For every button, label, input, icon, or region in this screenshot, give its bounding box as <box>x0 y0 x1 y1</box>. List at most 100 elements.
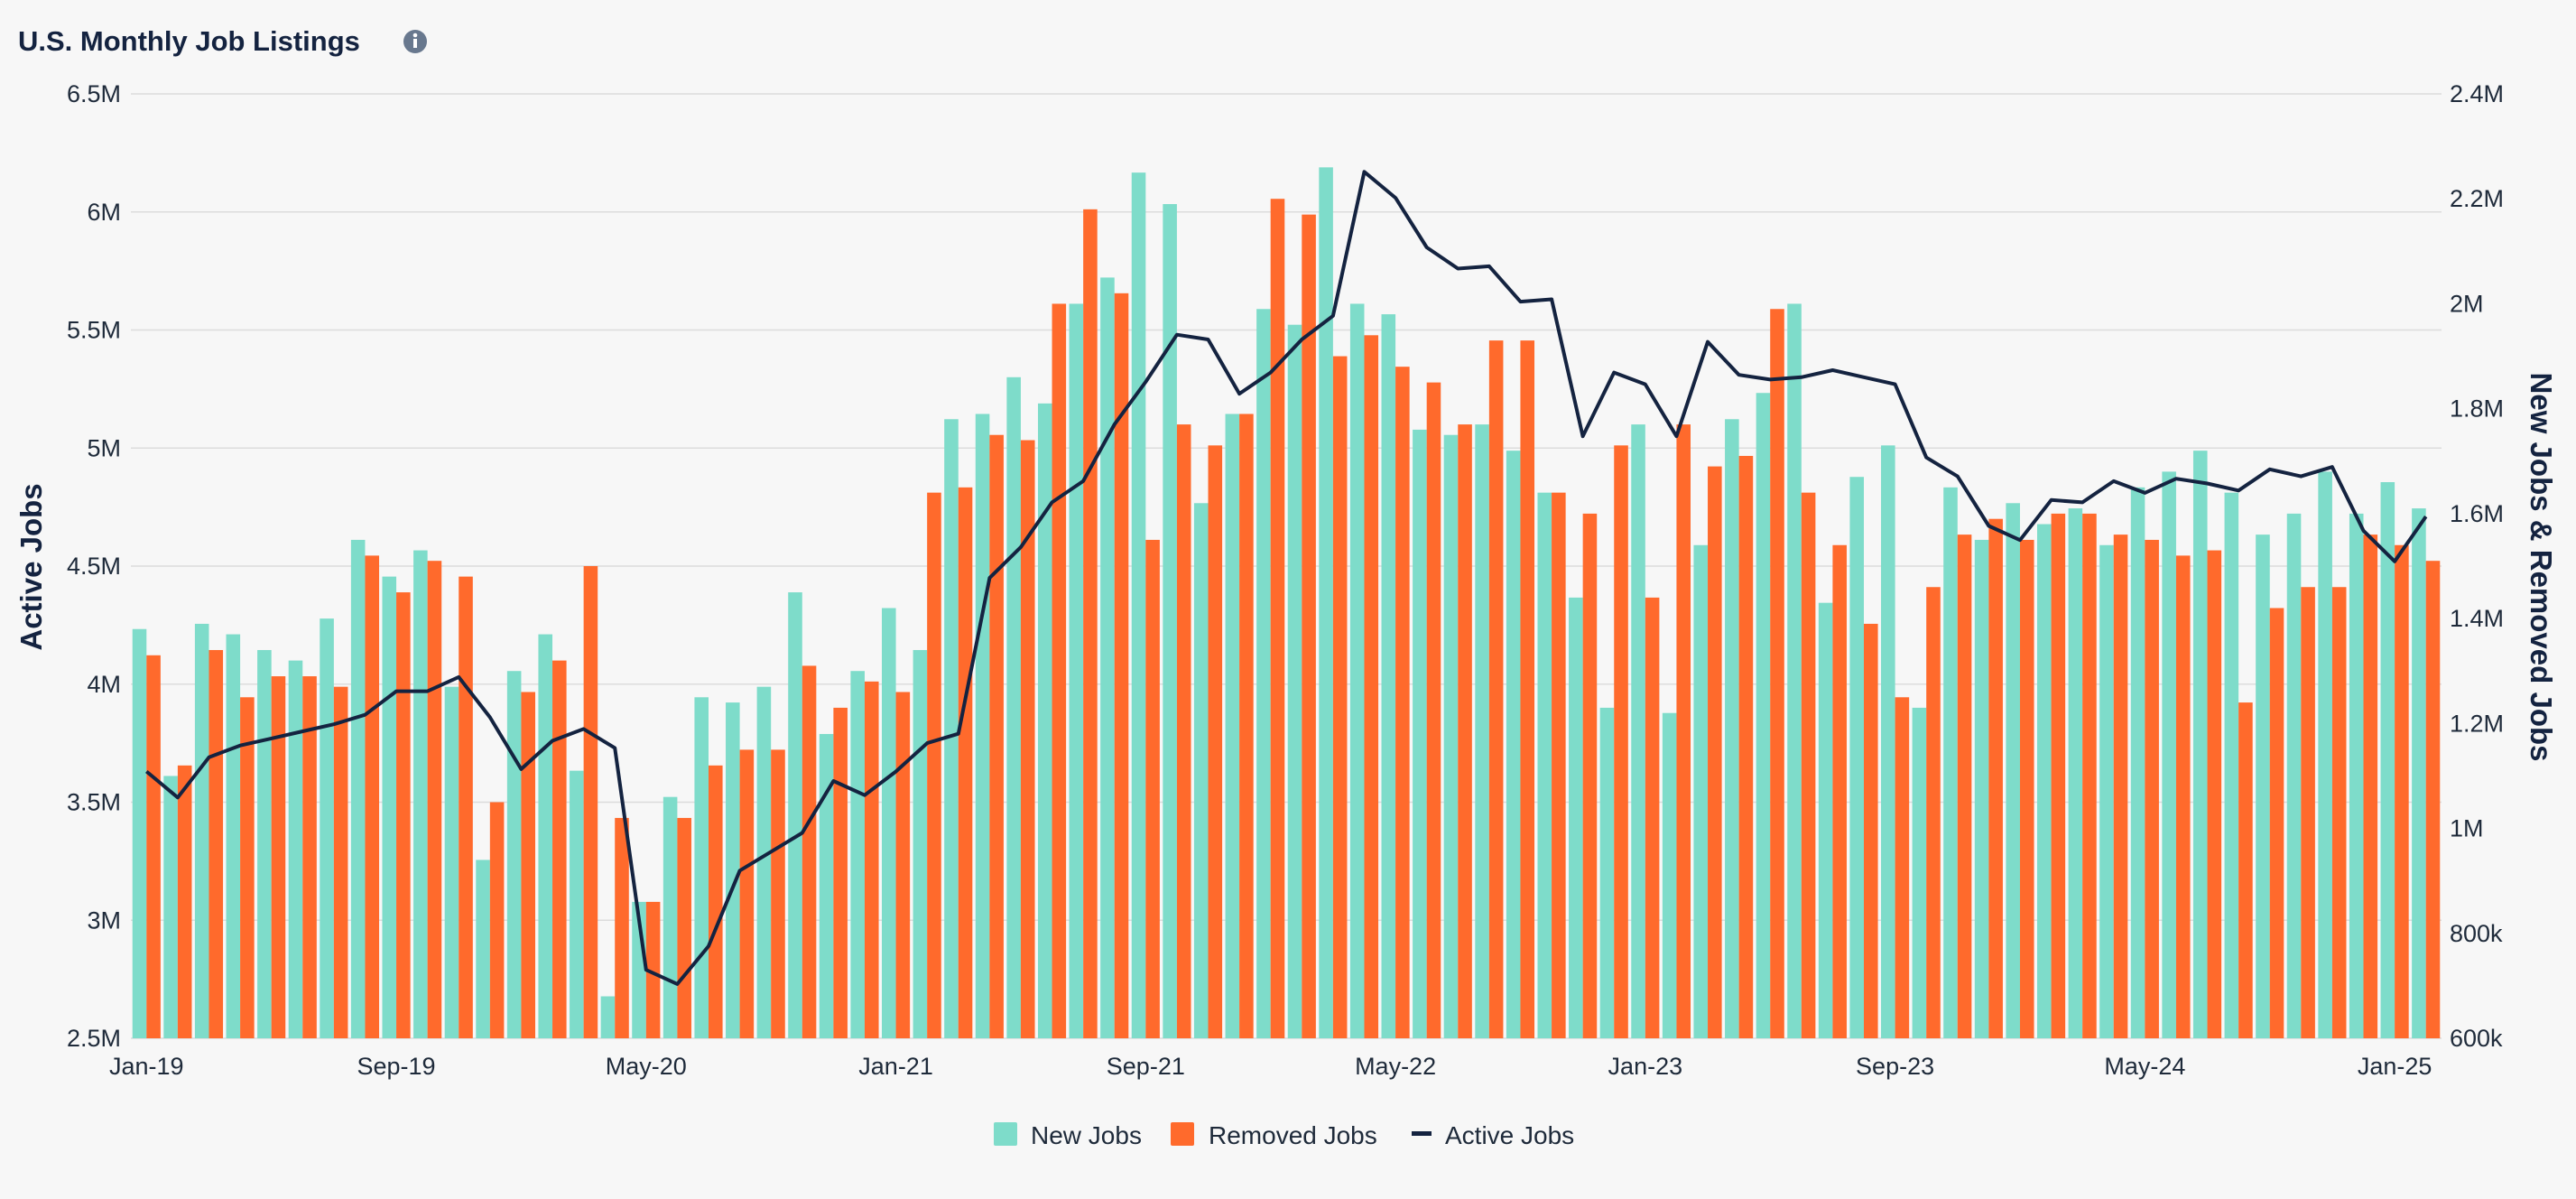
new-jobs-bar[interactable] <box>1849 477 1864 1038</box>
removed-jobs-bar[interactable] <box>1614 445 1628 1038</box>
removed-jobs-bar[interactable] <box>2207 550 2222 1038</box>
removed-jobs-bar[interactable] <box>833 707 848 1038</box>
new-jobs-bar[interactable] <box>913 649 928 1038</box>
removed-jobs-bar[interactable] <box>1458 424 1472 1039</box>
new-jobs-bar[interactable] <box>944 419 959 1038</box>
new-jobs-bar[interactable] <box>1506 451 1521 1039</box>
new-jobs-bar[interactable] <box>2162 471 2176 1038</box>
removed-jobs-bar[interactable] <box>1114 293 1129 1038</box>
removed-jobs-bar[interactable] <box>709 765 723 1038</box>
removed-jobs-bar[interactable] <box>771 749 785 1038</box>
removed-jobs-bar[interactable] <box>1895 697 1910 1038</box>
new-jobs-bar[interactable] <box>2318 471 2332 1038</box>
removed-jobs-bar[interactable] <box>1488 340 1504 1039</box>
new-jobs-bar[interactable] <box>1662 712 1677 1038</box>
new-jobs-bar[interactable] <box>1787 303 1802 1038</box>
removed-jobs-bar[interactable] <box>2145 539 2159 1038</box>
removed-jobs-bar[interactable] <box>2301 587 2315 1038</box>
removed-jobs-bar[interactable] <box>1052 303 1067 1038</box>
new-jobs-bar[interactable] <box>1381 314 1396 1039</box>
removed-jobs-bar[interactable] <box>2051 513 2066 1038</box>
new-jobs-bar[interactable] <box>1037 403 1052 1038</box>
removed-jobs-bar[interactable] <box>177 765 192 1038</box>
new-jobs-bar[interactable] <box>2099 544 2114 1038</box>
removed-jobs-bar[interactable] <box>615 817 629 1038</box>
removed-jobs-bar[interactable] <box>802 665 817 1038</box>
removed-jobs-bar[interactable] <box>2175 555 2191 1038</box>
new-jobs-bar[interactable] <box>257 649 272 1038</box>
new-jobs-bar[interactable] <box>788 592 802 1038</box>
new-jobs-bar[interactable] <box>163 776 178 1038</box>
removed-jobs-bar[interactable] <box>1332 356 1348 1038</box>
removed-jobs-bar[interactable] <box>1957 534 1972 1038</box>
new-jobs-bar[interactable] <box>1100 277 1115 1038</box>
removed-jobs-bar[interactable] <box>1582 513 1598 1038</box>
removed-jobs-bar[interactable] <box>1552 492 1566 1038</box>
new-jobs-bar[interactable] <box>1413 429 1427 1038</box>
new-jobs-bar[interactable] <box>1131 172 1146 1038</box>
new-jobs-bar[interactable] <box>1569 597 1583 1038</box>
legend-item-new-jobs[interactable]: New Jobs <box>994 1121 1142 1149</box>
new-jobs-bar[interactable] <box>1693 544 1709 1038</box>
removed-jobs-bar[interactable] <box>1426 382 1441 1039</box>
new-jobs-bar[interactable] <box>1319 167 1333 1038</box>
new-jobs-bar[interactable] <box>726 702 740 1038</box>
new-jobs-bar[interactable] <box>1475 424 1489 1039</box>
new-jobs-bar[interactable] <box>2224 492 2239 1038</box>
new-jobs-bar[interactable] <box>882 608 896 1038</box>
removed-jobs-bar[interactable] <box>489 802 505 1039</box>
new-jobs-bar[interactable] <box>538 634 553 1038</box>
new-jobs-bar[interactable] <box>850 671 865 1038</box>
new-jobs-bar[interactable] <box>413 550 428 1038</box>
removed-jobs-bar[interactable] <box>2019 539 2034 1038</box>
info-icon[interactable] <box>403 30 427 53</box>
removed-jobs-bar[interactable] <box>1239 414 1254 1038</box>
new-jobs-bar[interactable] <box>1537 492 1552 1038</box>
removed-jobs-bar[interactable] <box>1770 309 1784 1038</box>
removed-jobs-bar[interactable] <box>459 576 473 1038</box>
removed-jobs-bar[interactable] <box>2425 561 2441 1038</box>
removed-jobs-bar[interactable] <box>521 692 535 1038</box>
removed-jobs-bar[interactable] <box>271 676 286 1038</box>
new-jobs-bar[interactable] <box>132 628 147 1038</box>
removed-jobs-bar[interactable] <box>2363 534 2378 1038</box>
removed-jobs-bar[interactable] <box>1988 518 2003 1038</box>
removed-jobs-bar[interactable] <box>365 555 380 1038</box>
removed-jobs-bar[interactable] <box>1302 214 1316 1039</box>
new-jobs-bar[interactable] <box>2286 513 2302 1038</box>
removed-jobs-bar[interactable] <box>1364 335 1379 1038</box>
legend-item-removed-jobs[interactable]: Removed Jobs <box>1171 1121 1377 1149</box>
new-jobs-bar[interactable] <box>1881 445 1895 1038</box>
removed-jobs-bar[interactable] <box>1020 440 1035 1038</box>
new-jobs-bar[interactable] <box>226 634 241 1038</box>
removed-jobs-bar[interactable] <box>240 697 255 1038</box>
removed-jobs-bar[interactable] <box>552 660 567 1038</box>
new-jobs-bar[interactable] <box>2130 487 2145 1038</box>
removed-jobs-bar[interactable] <box>739 749 755 1038</box>
new-jobs-bar[interactable] <box>694 697 709 1038</box>
new-jobs-bar[interactable] <box>2349 513 2364 1038</box>
new-jobs-bar[interactable] <box>1912 707 1927 1038</box>
removed-jobs-bar[interactable] <box>583 566 598 1038</box>
removed-jobs-bar[interactable] <box>1645 597 1660 1038</box>
active-jobs-line[interactable] <box>145 170 2428 986</box>
new-jobs-bar[interactable] <box>1974 539 1989 1038</box>
removed-jobs-bar[interactable] <box>1738 455 1754 1038</box>
new-jobs-bar[interactable] <box>2412 508 2426 1038</box>
new-jobs-bar[interactable] <box>570 770 584 1038</box>
new-jobs-bar[interactable] <box>756 686 772 1038</box>
new-jobs-bar[interactable] <box>194 623 209 1038</box>
new-jobs-bar[interactable] <box>1818 602 1833 1038</box>
new-jobs-bar[interactable] <box>1193 503 1209 1038</box>
new-jobs-bar[interactable] <box>1287 324 1302 1038</box>
removed-jobs-bar[interactable] <box>1708 466 1722 1038</box>
new-jobs-bar[interactable] <box>1256 309 1271 1038</box>
removed-jobs-bar[interactable] <box>1801 492 1816 1038</box>
new-jobs-bar[interactable] <box>2006 503 2020 1038</box>
removed-jobs-bar[interactable] <box>895 692 911 1038</box>
new-jobs-bar[interactable] <box>2256 534 2270 1038</box>
new-jobs-bar[interactable] <box>1069 303 1084 1038</box>
new-jobs-bar[interactable] <box>1943 487 1958 1038</box>
removed-jobs-bar[interactable] <box>427 561 442 1038</box>
new-jobs-bar[interactable] <box>1756 393 1771 1038</box>
